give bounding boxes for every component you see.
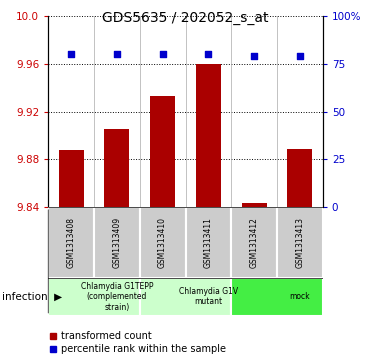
- Bar: [150, 96, 175, 207]
- Point: [251, 53, 257, 59]
- Point: [206, 52, 211, 57]
- Bar: [231, 278, 323, 316]
- Bar: [196, 64, 221, 207]
- Bar: [140, 207, 186, 278]
- Bar: [140, 278, 231, 316]
- Text: infection  ▶: infection ▶: [2, 292, 62, 302]
- Bar: [242, 203, 267, 207]
- Bar: [48, 207, 94, 278]
- Bar: [48, 278, 140, 316]
- Text: GDS5635 / 202052_s_at: GDS5635 / 202052_s_at: [102, 11, 269, 25]
- Bar: [59, 150, 84, 207]
- Text: GSM1313408: GSM1313408: [67, 217, 76, 268]
- Point: [297, 53, 303, 59]
- Text: GSM1313409: GSM1313409: [112, 217, 121, 268]
- Bar: [287, 148, 312, 207]
- Text: GSM1313413: GSM1313413: [295, 217, 304, 268]
- Legend: transformed count, percentile rank within the sample: transformed count, percentile rank withi…: [46, 327, 230, 358]
- Point: [68, 52, 74, 57]
- Bar: [186, 207, 231, 278]
- Text: Chlamydia G1TEPP
(complemented
strain): Chlamydia G1TEPP (complemented strain): [81, 282, 153, 312]
- Bar: [231, 207, 277, 278]
- Point: [114, 52, 120, 57]
- Text: mock: mock: [290, 292, 310, 301]
- Bar: [94, 207, 140, 278]
- Text: Chlamydia G1V
mutant: Chlamydia G1V mutant: [179, 287, 238, 306]
- Point: [160, 52, 165, 57]
- Bar: [104, 130, 129, 207]
- Text: GSM1313412: GSM1313412: [250, 217, 259, 268]
- Text: GSM1313411: GSM1313411: [204, 217, 213, 268]
- Bar: [277, 207, 323, 278]
- Text: GSM1313410: GSM1313410: [158, 217, 167, 268]
